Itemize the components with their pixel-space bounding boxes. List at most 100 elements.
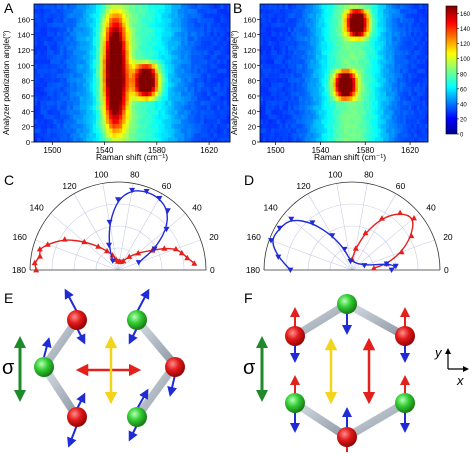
heatmap-cell bbox=[102, 77, 107, 83]
heatmap-cell bbox=[279, 17, 283, 23]
heatmap-cell bbox=[330, 50, 334, 55]
heatmap-cell bbox=[210, 27, 214, 32]
polar-angle-label: 120 bbox=[62, 181, 76, 191]
heatmap-cell bbox=[391, 68, 395, 74]
heatmap-cell bbox=[125, 63, 130, 69]
heatmap-cell bbox=[125, 22, 130, 28]
heatmap-cell bbox=[47, 50, 51, 55]
heatmap-cell bbox=[223, 123, 228, 129]
heatmap-cell bbox=[148, 22, 152, 28]
heatmap-cell bbox=[40, 54, 45, 60]
heatmap-cell bbox=[386, 82, 390, 88]
heatmap-cell bbox=[299, 45, 303, 51]
heatmap-cell bbox=[338, 114, 342, 120]
heatmap-cell bbox=[363, 22, 367, 28]
heatmap-cell bbox=[265, 22, 269, 28]
heatmap-cell bbox=[335, 63, 339, 69]
heatmap-cell bbox=[148, 132, 152, 138]
heatmap-cell bbox=[299, 59, 303, 65]
heatmap-cell bbox=[73, 96, 77, 101]
heatmap-cell bbox=[397, 4, 401, 9]
heatmap-cell bbox=[184, 54, 188, 60]
heatmap-cell bbox=[388, 100, 392, 106]
heatmap-cell bbox=[167, 86, 172, 92]
heatmap-cell bbox=[56, 4, 61, 9]
heatmap-cell bbox=[83, 59, 87, 65]
heatmap-cell bbox=[391, 4, 395, 9]
heatmap-cell bbox=[366, 63, 370, 69]
heatmap-cell bbox=[268, 128, 272, 134]
heatmap-cell bbox=[265, 91, 269, 97]
heatmap-cell bbox=[276, 27, 280, 32]
heatmap-cell bbox=[271, 137, 275, 143]
heatmap-cell bbox=[207, 109, 211, 115]
heatmap-cell bbox=[154, 8, 159, 14]
heatmap-cell bbox=[374, 96, 378, 101]
heatmap-cell bbox=[122, 40, 126, 46]
heatmap-cell bbox=[335, 82, 339, 88]
heatmap-cell bbox=[279, 13, 283, 19]
heatmap-cell bbox=[60, 128, 64, 134]
heatmap-cell bbox=[346, 17, 350, 23]
heatmap-cell bbox=[132, 59, 136, 65]
heatmap-cell bbox=[92, 137, 97, 143]
heatmap-cell bbox=[400, 50, 404, 55]
heatmap-cell bbox=[56, 82, 61, 88]
heatmap-cell bbox=[76, 63, 81, 69]
heatmap-cell bbox=[200, 132, 205, 138]
heatmap-cell bbox=[414, 8, 418, 14]
heatmap-cell bbox=[374, 100, 378, 106]
heatmap-cell bbox=[145, 36, 149, 42]
heatmap-cell bbox=[37, 4, 41, 9]
heatmap-cell bbox=[226, 82, 231, 88]
heatmap-cell bbox=[122, 27, 126, 32]
heatmap-cell bbox=[184, 4, 188, 9]
heatmap-cell bbox=[210, 50, 214, 55]
heatmap-cell bbox=[408, 63, 412, 69]
heatmap-cell bbox=[164, 73, 169, 78]
heatmap-cell bbox=[352, 128, 356, 134]
heatmap-cell bbox=[115, 27, 120, 32]
heatmap-cell bbox=[148, 54, 152, 60]
heatmap-cell bbox=[274, 86, 278, 92]
heatmap-cell bbox=[416, 77, 420, 83]
heatmap-cell bbox=[115, 50, 120, 55]
heatmap-cell bbox=[226, 13, 231, 19]
heatmap-cell bbox=[422, 82, 426, 88]
heatmap-cell bbox=[400, 123, 404, 129]
heatmap-cell bbox=[34, 128, 38, 134]
heatmap-cell bbox=[83, 114, 87, 120]
heatmap-cell bbox=[50, 4, 54, 9]
heatmap-cell bbox=[167, 22, 172, 28]
heatmap-cell bbox=[358, 128, 362, 134]
heatmap-cell bbox=[151, 114, 156, 120]
heatmap-cell bbox=[408, 86, 412, 92]
heatmap-cell bbox=[383, 137, 387, 143]
heatmap-cell bbox=[171, 50, 175, 55]
heatmap-cell bbox=[154, 17, 159, 23]
heatmap-cell bbox=[265, 114, 269, 120]
heatmap-cell bbox=[374, 73, 378, 78]
heatmap-cell bbox=[181, 22, 185, 28]
heatmap-cell bbox=[366, 8, 370, 14]
heatmap-cell bbox=[380, 17, 384, 23]
heatmap-cell bbox=[56, 45, 61, 51]
heatmap-cell bbox=[207, 73, 211, 78]
heatmap-cell bbox=[154, 119, 159, 124]
heatmap-cell bbox=[374, 36, 378, 42]
heatmap-cell bbox=[86, 36, 90, 42]
heatmap-cell bbox=[377, 119, 381, 124]
heatmap-cell bbox=[50, 13, 54, 19]
heatmap-cell bbox=[122, 105, 126, 111]
heatmap-cell bbox=[220, 137, 224, 143]
heatmap-cell bbox=[402, 119, 406, 124]
heatmap-cell bbox=[50, 31, 54, 37]
heatmap-cell bbox=[299, 50, 303, 55]
heatmap-cell bbox=[363, 82, 367, 88]
heatmap-cell bbox=[96, 100, 100, 106]
heatmap-cell bbox=[276, 36, 280, 42]
heatmap-cell bbox=[118, 59, 123, 65]
heatmap-cell bbox=[112, 96, 116, 101]
heatmap-cell bbox=[34, 96, 38, 101]
